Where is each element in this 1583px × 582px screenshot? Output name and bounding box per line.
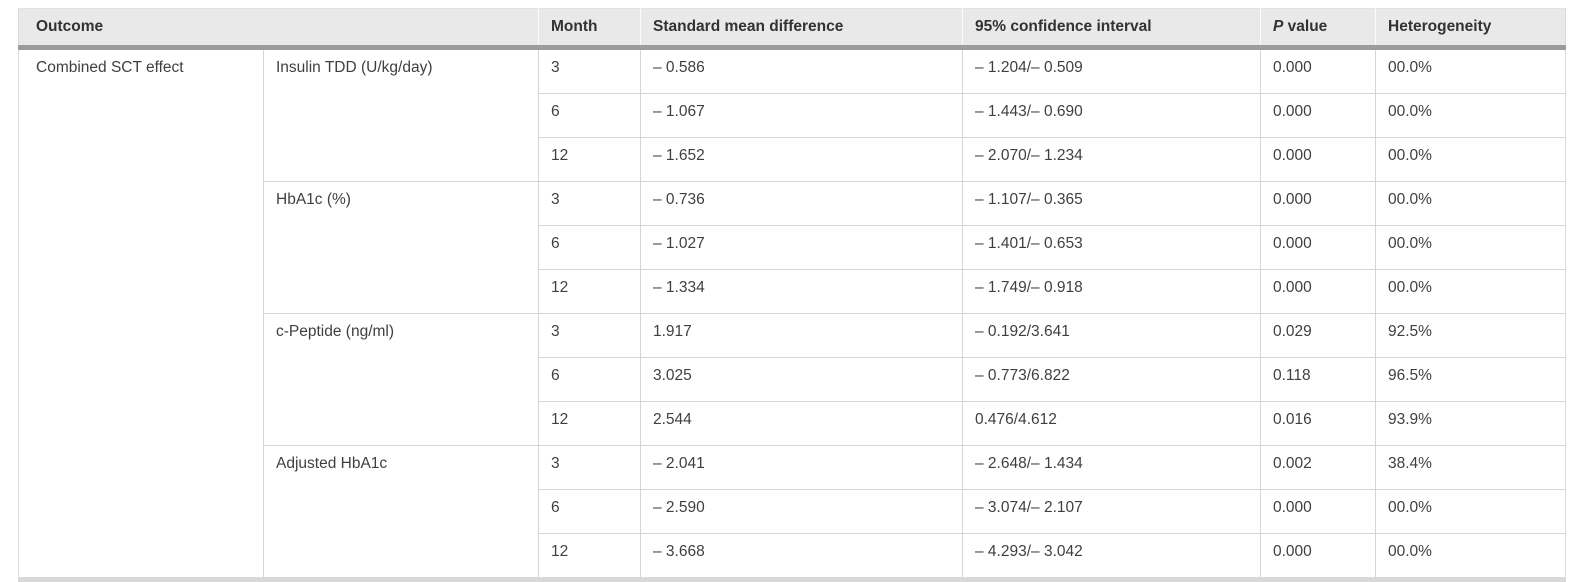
table-row: 6 3.025– 0.773/6.822 0.118 96.5% — [19, 357, 1566, 402]
pvalue-cell: 0.029 — [1260, 313, 1376, 358]
smd-cell: – 1.652 — [640, 137, 963, 182]
month-cell: 3 — [538, 181, 641, 226]
month-cell: 12 — [538, 137, 641, 182]
heterogeneity-cell: 00.0% — [1375, 93, 1566, 138]
pvalue-cell: 0.002 — [1260, 445, 1376, 490]
suboutcome-cell: HbA1c (%) — [263, 181, 539, 314]
table-row: 6– 1.027– 1.401/– 0.653 0.000 00.0% — [19, 225, 1566, 270]
pvalue-cell: 0.000 — [1260, 93, 1376, 138]
ci-cell: – 4.293/– 3.042 — [962, 533, 1261, 580]
col-header-smd: Standard mean difference — [640, 8, 963, 50]
month-cell: 3 — [538, 445, 641, 490]
heterogeneity-cell: 00.0% — [1375, 47, 1566, 94]
ci-cell: – 3.074/– 2.107 — [962, 489, 1261, 534]
table-row: c-Peptide (ng/ml) 3 1.917– 0.192/3.641 0.02… — [19, 313, 1566, 446]
month-cell: 12 — [538, 401, 641, 446]
heterogeneity-cell: 93.9% — [1375, 401, 1566, 446]
pvalue-cell: 0.118 — [1260, 357, 1376, 402]
pvalue-cell: 0.000 — [1260, 225, 1376, 270]
heterogeneity-cell: 38.4% — [1375, 445, 1566, 490]
col-header-ci: 95% confidence interval — [962, 8, 1261, 50]
smd-cell: – 0.586 — [640, 47, 963, 94]
table-row: 12– 1.652– 2.070/– 1.234 0.000 00.0% — [19, 137, 1566, 182]
pvalue-cell: 0.000 — [1260, 137, 1376, 182]
smd-cell: – 1.027 — [640, 225, 963, 270]
heterogeneity-cell: 00.0% — [1375, 225, 1566, 270]
pvalue-cell: 0.000 — [1260, 47, 1376, 94]
smd-cell: 2.544 — [640, 401, 963, 446]
ci-cell: – 0.773/6.822 — [962, 357, 1261, 402]
outcome-cell: Combined SCT effect — [18, 47, 264, 580]
pvalue-header-rest: value — [1287, 18, 1328, 35]
ci-cell: – 1.107/– 0.365 — [962, 181, 1261, 226]
month-cell: 6 — [538, 489, 641, 534]
pvalue-cell: 0.000 — [1260, 269, 1376, 314]
month-cell: 6 — [538, 357, 641, 402]
ci-cell: – 1.443/– 0.690 — [962, 93, 1261, 138]
pvalue-cell: 0.000 — [1260, 181, 1376, 226]
ci-cell: – 1.749/– 0.918 — [962, 269, 1261, 314]
outcomes-table: Outcome Month Standard mean difference 9… — [18, 8, 1566, 582]
table-row: 12 2.544 0.476/4.612 0.016 93.9% — [19, 401, 1566, 446]
table-row: HbA1c (%) 3– 0.736– 1.107/– 0.365 0.000 00.… — [19, 181, 1566, 314]
table-row: 6– 1.067– 1.443/– 0.690 0.000 00.0% — [19, 93, 1566, 138]
ci-cell: 0.476/4.612 — [962, 401, 1261, 446]
ci-cell: – 1.401/– 0.653 — [962, 225, 1261, 270]
pvalue-cell: 0.016 — [1260, 401, 1376, 446]
pvalue-cell: 0.000 — [1260, 489, 1376, 534]
smd-cell: – 1.067 — [640, 93, 963, 138]
col-header-pvalue: P value — [1260, 8, 1376, 50]
table-row: 12– 1.334– 1.749/– 0.918 0.000 00.0% — [19, 269, 1566, 314]
suboutcome-cell: Insulin TDD (U/kg/day) — [263, 47, 539, 182]
heterogeneity-cell: 00.0% — [1375, 269, 1566, 314]
smd-cell: 3.025 — [640, 357, 963, 402]
smd-cell: 1.917 — [640, 313, 963, 358]
col-header-heterogeneity: Heterogeneity — [1375, 8, 1566, 50]
month-cell: 6 — [538, 225, 641, 270]
smd-cell: – 2.590 — [640, 489, 963, 534]
heterogeneity-cell: 00.0% — [1375, 489, 1566, 534]
table-row: Combined SCT effect Insulin TDD (U/kg/day… — [18, 47, 1566, 580]
smd-cell: – 1.334 — [640, 269, 963, 314]
month-cell: 6 — [538, 93, 641, 138]
ci-cell: – 2.648/– 1.434 — [962, 445, 1261, 490]
heterogeneity-cell: 92.5% — [1375, 313, 1566, 358]
table-body: Combined SCT effect Insulin TDD (U/kg/day… — [18, 47, 1566, 580]
pvalue-header-p: P — [1273, 18, 1284, 35]
col-header-month: Month — [538, 8, 641, 50]
month-cell: 3 — [538, 313, 641, 358]
pvalue-cell: 0.000 — [1260, 533, 1376, 580]
suboutcome-cell: Adjusted HbA1c — [263, 445, 539, 580]
month-cell: 12 — [538, 269, 641, 314]
smd-cell: – 0.736 — [640, 181, 963, 226]
month-cell: 12 — [538, 533, 641, 580]
month-cell: 3 — [538, 47, 641, 94]
heterogeneity-cell: 96.5% — [1375, 357, 1566, 402]
ci-cell: – 1.204/– 0.509 — [962, 47, 1261, 94]
heterogeneity-cell: 00.0% — [1375, 137, 1566, 182]
suboutcome-cell: c-Peptide (ng/ml) — [263, 313, 539, 446]
meta-analysis-table-container: Outcome Month Standard mean difference 9… — [18, 8, 1566, 582]
ci-cell: – 2.070/– 1.234 — [962, 137, 1261, 182]
ci-cell: – 0.192/3.641 — [962, 313, 1261, 358]
header-row: Outcome Month Standard mean difference 9… — [18, 8, 1566, 50]
smd-cell: – 3.668 — [640, 533, 963, 580]
col-header-outcome: Outcome — [18, 8, 539, 50]
heterogeneity-cell: 00.0% — [1375, 533, 1566, 580]
heterogeneity-cell: 00.0% — [1375, 181, 1566, 226]
smd-cell: – 2.041 — [640, 445, 963, 490]
